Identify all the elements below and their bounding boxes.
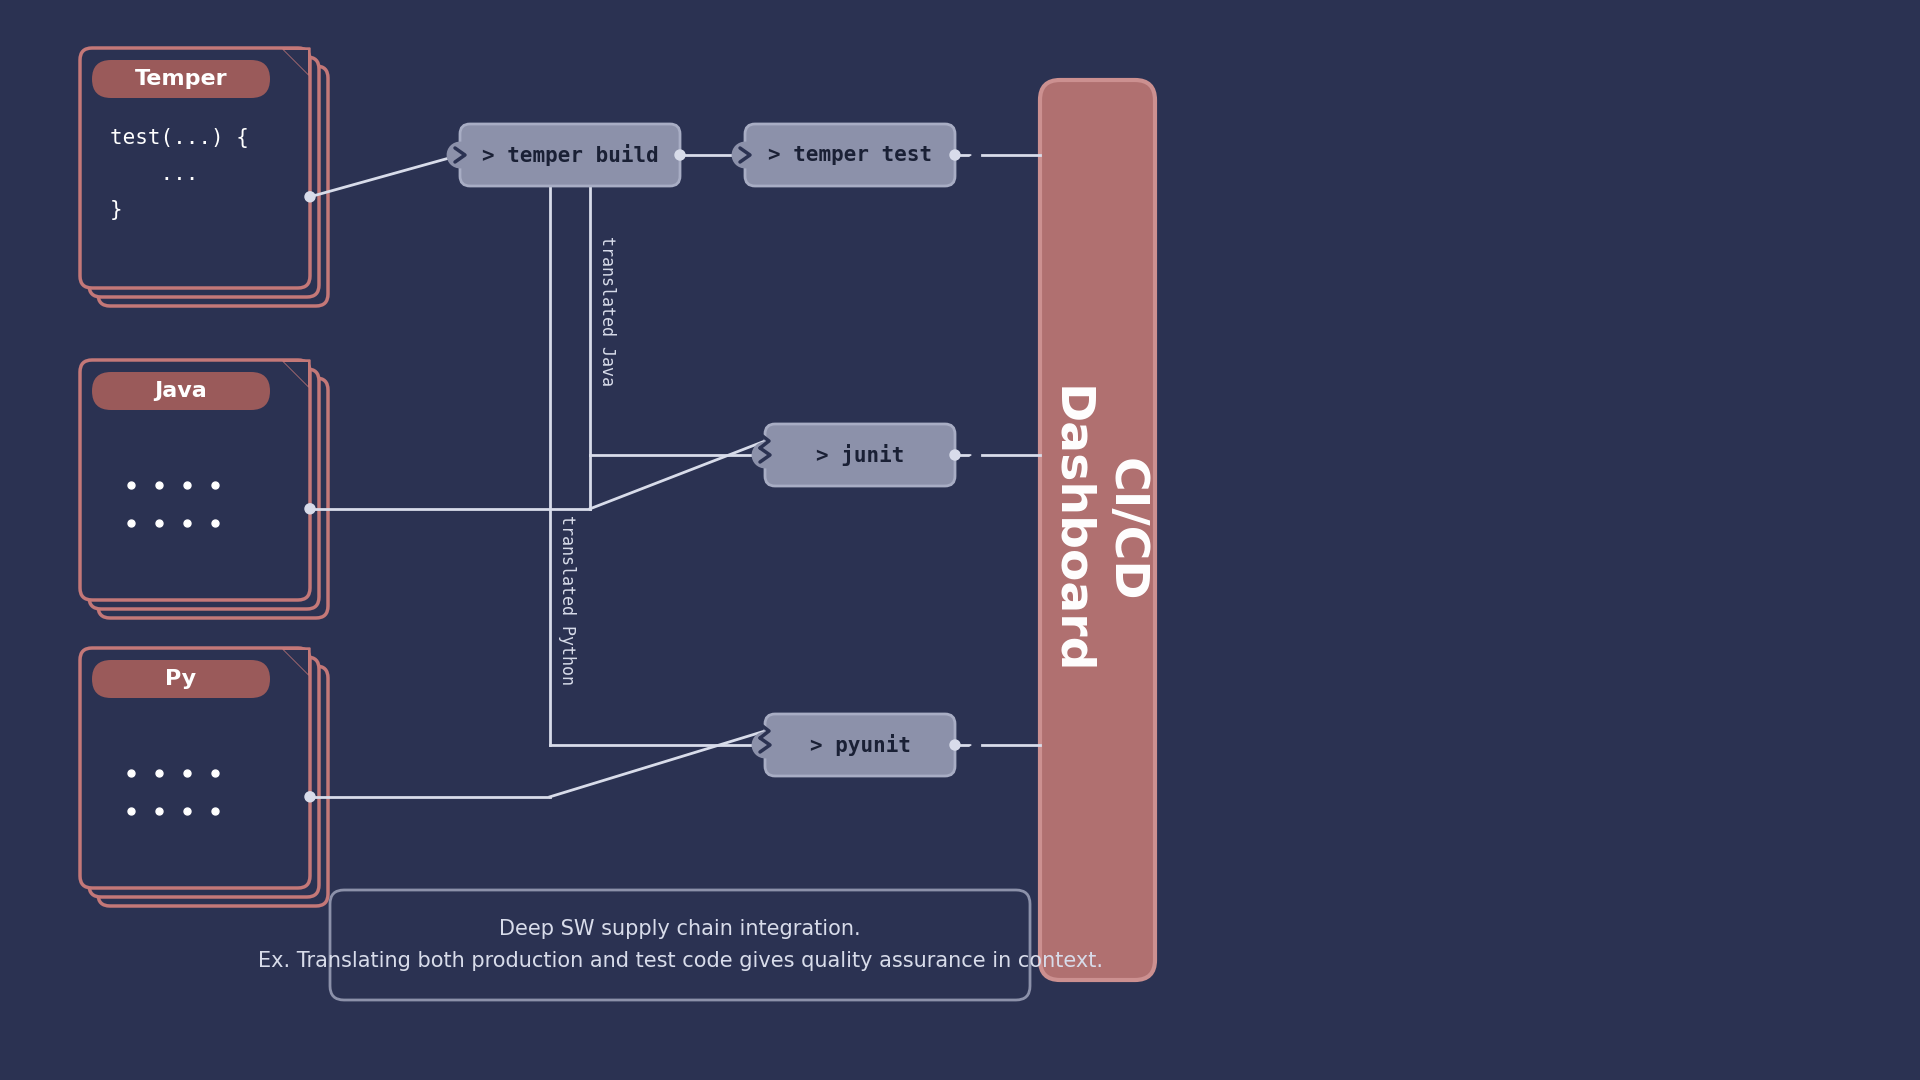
Circle shape xyxy=(305,792,315,801)
FancyBboxPatch shape xyxy=(98,378,328,618)
FancyBboxPatch shape xyxy=(745,124,954,186)
FancyBboxPatch shape xyxy=(92,660,271,698)
Circle shape xyxy=(676,150,685,160)
FancyBboxPatch shape xyxy=(81,360,309,600)
Text: > temper build: > temper build xyxy=(482,144,659,166)
Text: Py: Py xyxy=(165,669,196,689)
Circle shape xyxy=(305,503,315,514)
Text: Temper: Temper xyxy=(134,69,227,89)
Polygon shape xyxy=(282,48,309,76)
Polygon shape xyxy=(284,362,307,386)
FancyBboxPatch shape xyxy=(98,666,328,906)
Text: > temper test: > temper test xyxy=(768,145,931,165)
FancyBboxPatch shape xyxy=(88,657,319,897)
Text: translated Java: translated Java xyxy=(597,235,616,386)
FancyBboxPatch shape xyxy=(764,714,954,777)
Circle shape xyxy=(753,443,778,467)
FancyBboxPatch shape xyxy=(92,372,271,410)
FancyBboxPatch shape xyxy=(330,890,1029,1000)
FancyBboxPatch shape xyxy=(88,369,319,609)
FancyBboxPatch shape xyxy=(461,124,680,186)
FancyBboxPatch shape xyxy=(764,424,954,486)
Text: > junit: > junit xyxy=(816,444,904,465)
FancyBboxPatch shape xyxy=(1041,80,1156,980)
Circle shape xyxy=(733,143,756,167)
Circle shape xyxy=(305,192,315,202)
Text: CI/CD
Dashboard: CI/CD Dashboard xyxy=(1046,386,1148,674)
Circle shape xyxy=(950,150,960,160)
FancyBboxPatch shape xyxy=(81,48,309,288)
Text: test(...) {
    ...
}: test(...) { ... } xyxy=(109,129,250,220)
Circle shape xyxy=(753,733,778,757)
FancyBboxPatch shape xyxy=(81,648,309,888)
Text: Java: Java xyxy=(156,381,207,401)
Circle shape xyxy=(950,740,960,750)
FancyBboxPatch shape xyxy=(98,66,328,306)
Text: Deep SW supply chain integration.
Ex. Translating both production and test code : Deep SW supply chain integration. Ex. Tr… xyxy=(257,919,1102,971)
Polygon shape xyxy=(284,50,307,75)
Text: > pyunit: > pyunit xyxy=(810,734,910,756)
Text: translated Python: translated Python xyxy=(559,515,576,685)
FancyBboxPatch shape xyxy=(92,60,271,98)
Circle shape xyxy=(950,450,960,460)
FancyBboxPatch shape xyxy=(88,57,319,297)
Circle shape xyxy=(447,143,472,167)
Polygon shape xyxy=(282,360,309,388)
Polygon shape xyxy=(284,650,307,674)
Polygon shape xyxy=(282,648,309,676)
